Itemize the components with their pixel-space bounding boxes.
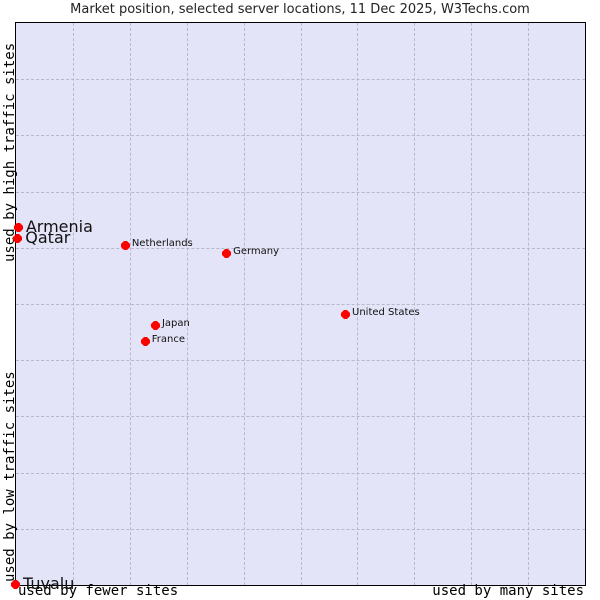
- data-point-label: Germany: [233, 245, 280, 257]
- data-point-label: Armenia: [25, 217, 93, 237]
- data-point-label: France: [151, 334, 185, 346]
- grid-line-horizontal: [16, 360, 585, 361]
- data-point-marker: [13, 233, 23, 243]
- grid-line-horizontal: [16, 529, 585, 530]
- data-point-label: United States: [352, 306, 420, 318]
- data-point-marker: [222, 248, 232, 258]
- grid-line-vertical: [414, 23, 415, 585]
- data-point-label: Qatar: [25, 227, 71, 247]
- grid-line-vertical: [357, 23, 358, 585]
- data-point-marker: [11, 580, 20, 589]
- plot-area: [15, 22, 586, 586]
- grid-line-vertical: [471, 23, 472, 585]
- data-point-marker: [13, 223, 23, 233]
- grid-line-horizontal: [16, 304, 585, 305]
- data-point-marker: [140, 337, 150, 347]
- y-axis-label-bottom: used by low traffic sites: [2, 371, 18, 582]
- data-point-label: Tuvalu: [23, 574, 75, 593]
- grid-line-horizontal: [16, 135, 585, 136]
- grid-line-horizontal: [16, 192, 585, 193]
- grid-line-horizontal: [16, 79, 585, 80]
- data-point-marker: [341, 309, 351, 319]
- grid-line-horizontal: [16, 416, 585, 417]
- grid-line-vertical: [528, 23, 529, 585]
- chart-title: Market position, selected server locatio…: [70, 2, 530, 17]
- data-point-marker: [150, 320, 160, 330]
- data-point-marker: [120, 240, 130, 250]
- x-axis-label-left: used by fewer sites: [18, 583, 179, 599]
- data-point-label: Netherlands: [131, 237, 193, 249]
- x-axis-label-right: used by many sites: [432, 583, 584, 599]
- data-point-label: Japan: [161, 317, 190, 329]
- grid-line-horizontal: [16, 473, 585, 474]
- grid-line-horizontal: [16, 248, 585, 249]
